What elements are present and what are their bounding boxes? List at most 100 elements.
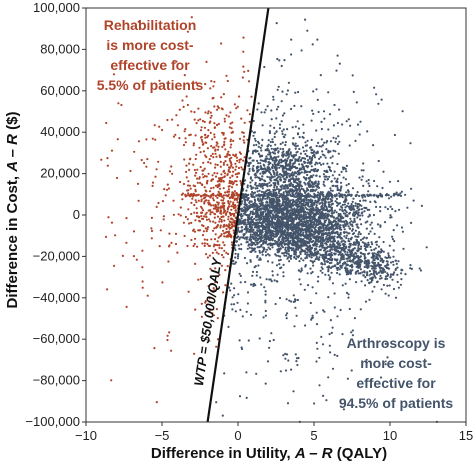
- data-point-arthroscopy: [333, 243, 336, 246]
- data-point-arthroscopy: [404, 273, 407, 276]
- data-point-arthroscopy: [324, 156, 327, 159]
- data-point-arthroscopy: [394, 259, 398, 262]
- data-point-arthroscopy: [379, 263, 382, 267]
- data-point-rehabilitation: [212, 245, 215, 248]
- data-point-arthroscopy: [322, 229, 325, 232]
- data-point-arthroscopy: [313, 150, 316, 153]
- data-point-rehabilitation: [215, 308, 218, 311]
- data-point-rehabilitation: [232, 201, 235, 204]
- data-point-rehabilitation: [220, 253, 224, 257]
- data-point-arthroscopy: [281, 238, 284, 241]
- data-point-arthroscopy: [269, 153, 272, 156]
- data-point-arthroscopy: [314, 258, 317, 261]
- data-point-arthroscopy: [317, 235, 320, 238]
- data-point-arthroscopy: [305, 247, 308, 250]
- data-point-rehabilitation: [187, 194, 190, 197]
- data-point-arthroscopy: [369, 200, 372, 203]
- data-point-rehabilitation: [234, 209, 237, 212]
- data-point-rehabilitation: [237, 166, 241, 170]
- data-point-arthroscopy: [264, 158, 267, 161]
- data-point-arthroscopy: [269, 243, 272, 246]
- data-point-arthroscopy: [331, 162, 334, 165]
- data-point-arthroscopy: [245, 241, 248, 244]
- data-point-arthroscopy: [309, 198, 312, 201]
- data-point-arthroscopy: [310, 240, 313, 244]
- data-point-arthroscopy: [275, 205, 278, 208]
- data-point-rehabilitation: [200, 135, 203, 138]
- data-point-arthroscopy: [310, 176, 314, 179]
- data-point-arthroscopy: [304, 252, 307, 256]
- data-point-arthroscopy: [292, 185, 295, 188]
- data-point-arthroscopy: [310, 138, 313, 141]
- data-point-arthroscopy: [296, 132, 300, 135]
- data-point-arthroscopy: [337, 233, 340, 236]
- data-point-arthroscopy: [259, 162, 262, 165]
- data-point-arthroscopy: [252, 119, 255, 123]
- data-point-arthroscopy: [278, 223, 281, 227]
- data-point-arthroscopy: [277, 245, 280, 248]
- data-point-arthroscopy: [330, 224, 333, 227]
- data-point-rehabilitation: [223, 232, 226, 235]
- data-point-arthroscopy: [325, 254, 328, 257]
- data-point-arthroscopy: [308, 185, 311, 188]
- data-point-arthroscopy: [358, 231, 361, 234]
- data-point-rehabilitation: [155, 401, 158, 404]
- data-point-arthroscopy: [355, 260, 358, 263]
- data-point-arthroscopy: [326, 260, 329, 264]
- data-point-arthroscopy: [308, 253, 311, 256]
- data-point-arthroscopy: [236, 257, 239, 260]
- data-point-arthroscopy: [401, 230, 404, 233]
- data-point-arthroscopy: [331, 174, 334, 177]
- data-point-arthroscopy: [339, 259, 342, 262]
- data-point-arthroscopy: [345, 291, 349, 294]
- data-point-arthroscopy: [383, 221, 387, 224]
- data-point-rehabilitation: [248, 120, 251, 123]
- data-point-arthroscopy: [310, 180, 313, 184]
- data-point-arthroscopy: [393, 133, 396, 137]
- data-point-arthroscopy: [316, 98, 319, 101]
- data-point-arthroscopy: [366, 130, 369, 133]
- data-point-arthroscopy: [268, 176, 271, 179]
- data-point-arthroscopy: [277, 247, 280, 250]
- data-point-arthroscopy: [349, 269, 352, 272]
- data-point-arthroscopy: [237, 226, 240, 229]
- data-point-arthroscopy: [339, 228, 342, 231]
- data-point-arthroscopy: [285, 252, 288, 255]
- data-point-arthroscopy: [354, 235, 357, 238]
- data-point-arthroscopy: [357, 255, 360, 258]
- data-point-arthroscopy: [328, 205, 331, 208]
- data-point-arthroscopy: [298, 147, 301, 151]
- data-point-arthroscopy: [251, 243, 254, 246]
- data-point-arthroscopy: [325, 399, 328, 402]
- data-point-rehabilitation: [238, 158, 241, 161]
- data-point-arthroscopy: [350, 223, 354, 226]
- data-point-arthroscopy: [254, 172, 257, 175]
- data-point-arthroscopy: [362, 252, 365, 256]
- data-point-arthroscopy: [278, 205, 281, 208]
- data-point-arthroscopy: [247, 339, 250, 342]
- data-point-arthroscopy: [336, 315, 339, 318]
- data-point-arthroscopy: [255, 241, 258, 244]
- data-point-arthroscopy: [257, 214, 260, 217]
- data-point-arthroscopy: [273, 214, 276, 217]
- data-point-arthroscopy: [314, 199, 317, 202]
- data-point-arthroscopy: [321, 257, 325, 260]
- data-point-arthroscopy: [326, 170, 329, 174]
- data-point-rehabilitation: [200, 302, 203, 305]
- data-point-arthroscopy: [243, 212, 246, 215]
- data-point-arthroscopy: [295, 225, 298, 228]
- data-point-arthroscopy: [257, 162, 260, 165]
- data-point-arthroscopy: [380, 248, 383, 251]
- data-point-rehabilitation: [211, 229, 215, 232]
- data-point-arthroscopy: [300, 242, 303, 245]
- data-point-arthroscopy: [285, 93, 288, 96]
- data-point-arthroscopy: [387, 294, 390, 297]
- data-point-arthroscopy: [354, 272, 357, 275]
- data-point-arthroscopy: [333, 103, 336, 107]
- data-point-arthroscopy: [324, 198, 327, 201]
- data-point-arthroscopy: [351, 208, 354, 211]
- data-point-arthroscopy: [295, 223, 298, 226]
- data-point-arthroscopy: [274, 227, 277, 230]
- data-point-arthroscopy: [321, 224, 324, 227]
- data-point-arthroscopy: [284, 187, 287, 190]
